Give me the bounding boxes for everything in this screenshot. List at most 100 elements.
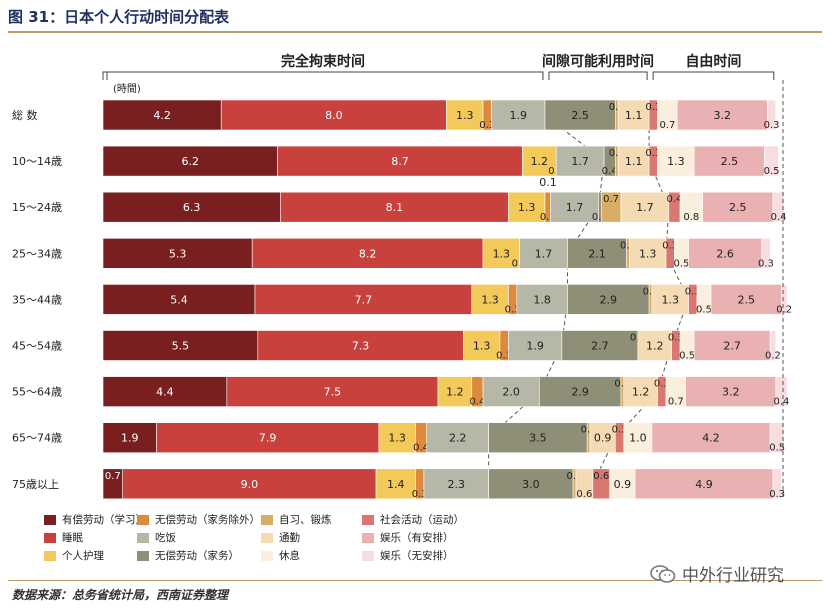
bar-segment [102,238,253,269]
data-label: 3.5 [529,432,547,445]
bar-segment [426,422,489,454]
bar-segment [620,191,670,223]
data-label: 1.2 [646,340,664,353]
bar-segment [257,330,464,361]
data-label: 0.5 [764,166,780,177]
data-label: 1.3 [493,247,511,260]
legend-swatch [362,550,374,561]
data-label: 2.5 [721,155,739,168]
wechat-icon [650,564,676,583]
bar-segment [693,330,771,361]
data-label: 0.3 [612,425,628,436]
data-label: 6.2 [182,155,200,168]
bar-segment [102,422,157,454]
legend-item: 通勤 [261,530,300,545]
data-label: 1.3 [481,293,499,306]
group-bracket [548,71,648,80]
legend-label: 娱乐（有安排） [380,532,454,544]
data-label: 2.1 [588,247,606,260]
data-label: 2.7 [591,340,609,353]
data-label: 0.3 [662,240,678,251]
bar-segment [775,376,788,407]
data-label: 0.1 [643,286,659,297]
data-label: 0.3 [645,148,661,159]
data-label: 0.3 [758,258,774,269]
bar-segment [555,145,605,177]
legend-label: 有偿劳动（学习） [62,514,146,526]
bar-segment [102,145,278,177]
data-label: 0.1 [581,425,597,436]
data-label: 0.4 [413,443,429,454]
title-divider [8,31,822,33]
bar-segment [102,284,256,315]
data-label: 0.8 [683,212,699,223]
data-label: 0.3 [668,333,684,344]
bar-segment [651,284,689,315]
data-label: 2.5 [729,201,747,214]
category-label: 10～14歳 [12,155,62,168]
bar-segment [522,145,557,177]
data-label: 0.3 [764,120,780,131]
data-label: 1.9 [509,109,527,122]
legend-item: 社会活动（运动） [362,512,464,527]
category-label: 55～64歳 [12,386,62,399]
data-label: 0.6 [593,471,609,482]
legend-item: 个人护理 [44,548,104,563]
legend-swatch [261,532,273,543]
watermark: 中外行业研究 [650,561,784,586]
data-label: 8.7 [391,155,409,168]
data-label: 2.7 [723,340,741,353]
category-label: 25～34歳 [12,247,62,260]
bar-segment [463,330,501,361]
legend-label: 睡眠 [62,532,83,544]
data-label: 3.0 [522,478,540,491]
data-label: 1.9 [526,340,544,353]
annotation-label: 0.1 [539,176,557,189]
bar-segment [102,330,259,361]
data-label: 2.5 [737,293,755,306]
data-label: 7.9 [259,432,277,445]
bar-segment [519,238,568,269]
bar-segment [623,376,658,407]
group-bracket [652,71,775,80]
data-label: 4.4 [156,386,174,399]
bar-segment [589,422,616,454]
data-label: 1.0 [629,432,647,445]
data-label: 1.1 [625,109,643,122]
bar-segment [767,99,777,131]
data-label: 8.2 [359,247,377,260]
legend-label: 娱乐（无安排） [380,550,454,562]
data-label: 0.2 [776,304,792,315]
bar-segment [471,284,509,315]
data-label: 7.5 [324,386,342,399]
bar-segment [769,330,777,361]
data-label: 1.4 [387,478,405,491]
legend-label: 无偿劳动（家务除外） [155,514,260,526]
data-label: 1.3 [518,201,536,214]
data-label: 4.2 [153,109,171,122]
data-label: 0.3 [496,351,512,362]
bar-segment [657,145,695,177]
legend-swatch [137,550,149,561]
data-label: 7.3 [352,340,370,353]
data-label: 0.3 [412,489,428,500]
bar-segment [482,376,540,407]
data-label: 8.1 [386,201,404,214]
group-label: 间隙可能利用时间 [542,53,654,70]
data-label: 2.3 [448,478,466,491]
bar-segment [710,284,782,315]
bar-segment [378,422,416,454]
legend-swatch [44,532,56,543]
data-label: 0.3 [479,120,495,131]
data-label: 1.7 [571,155,589,168]
data-label: 1.3 [456,109,474,122]
data-label: 0.7 [105,471,121,482]
bar-segment [693,145,765,177]
data-label: 0.3 [505,304,521,315]
data-label: 1.7 [566,201,584,214]
data-label: 0.4 [771,212,787,223]
legend-swatch [137,532,149,543]
category-label: 総 数 [12,108,38,122]
bar-segment [156,422,380,454]
bar-segment [617,99,650,131]
